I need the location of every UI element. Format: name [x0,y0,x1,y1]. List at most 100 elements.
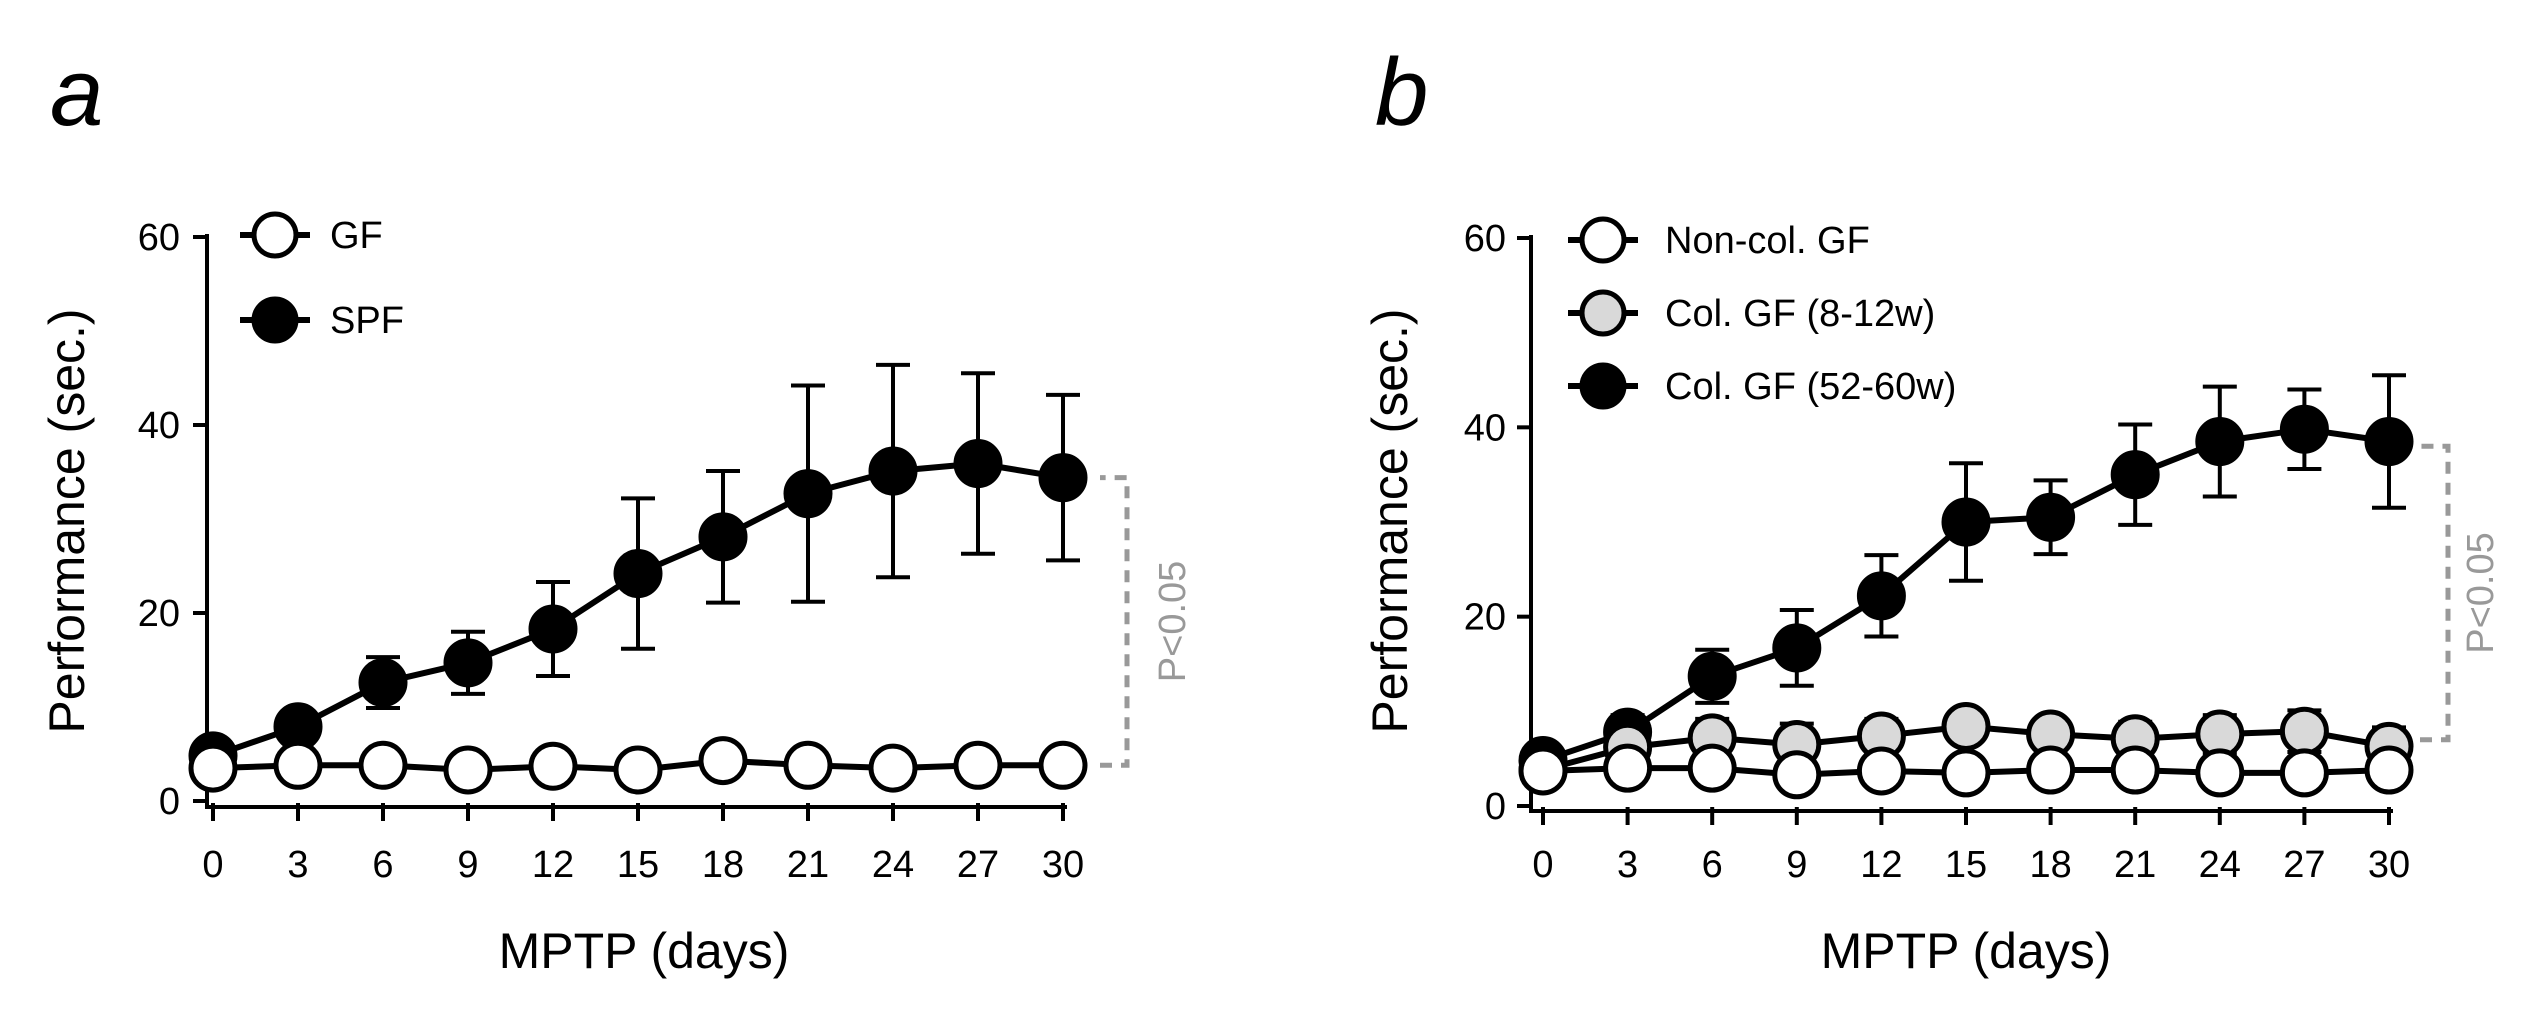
panel-letter-a: a [50,39,103,146]
x-tick-label: 18 [2029,844,2071,886]
data-point-filled [2195,417,2245,467]
data-point-filled [1687,651,1737,701]
x-tick-label: 18 [702,844,744,886]
panel-a-significance-bracket [1100,475,1130,768]
data-point-filled [698,512,748,562]
panel-b-axes [1529,235,2393,813]
x-tick-label: 0 [1532,844,1553,886]
data-point-filled [1772,623,1822,673]
x-tick-label: 15 [1945,844,1987,886]
legend-marker-gray [1579,289,1627,337]
data-point-open [1518,746,1568,796]
panel-b: b 0 20 40 60 0 3 6 9 12 15 18 21 24 27 30 MPTP (days)… [1362,39,2502,979]
panel-b-x-ticks: 0 3 6 9 12 15 18 21 24 27 30 [1532,807,2410,886]
panel-a-y-ticks: 0 20 40 60 [138,217,207,823]
data-point-open [1038,740,1088,790]
data-point-filled [2110,450,2160,500]
panel-b-y-ticks: 0 20 40 60 [1464,218,1531,828]
panel-a: a 0 20 40 60 0 3 6 9 12 15 18 21 24 27 30 MPTP (days)… [39,39,1194,979]
y-tick-label: 0 [1485,786,1506,828]
panel-b-x-axis-title: MPTP (days) [1821,923,2112,979]
data-point-filled [2364,417,2414,467]
data-point-filled [2026,492,2076,542]
panel-a-legend: GF SPF [240,211,404,344]
legend-item-col-gf-52-60w: Col. GF (52-60w) [1568,362,1956,410]
x-tick-label: 24 [2199,844,2241,886]
data-point-open [2026,745,2076,795]
x-tick-label: 0 [202,844,223,886]
x-tick-label: 9 [1786,844,1807,886]
data-point-filled [443,638,493,688]
panel-b-series [1518,373,2414,800]
legend-item-spf: SPF [240,296,404,344]
data-point-open [1941,748,1991,798]
data-point-filled [953,439,1003,489]
data-point-filled [528,604,578,654]
y-tick-label: 60 [1464,218,1506,260]
x-tick-label: 6 [1702,844,1723,886]
legend-label: GF [330,215,383,257]
data-point-open [953,740,1003,790]
legend-marker-filled [251,296,299,344]
panel-a-significance-label: P<0.05 [1152,561,1194,683]
data-point-gray [2279,706,2329,756]
data-point-open [1772,750,1822,800]
x-tick-label: 3 [287,844,308,886]
y-tick-label: 40 [1464,407,1506,449]
legend-label: Col. GF (52-60w) [1665,366,1956,408]
data-point-open [698,736,748,786]
data-point-filled [1856,571,1906,621]
legend-label: Non-col. GF [1665,220,1870,262]
legend-item-non-col-gf: Non-col. GF [1568,216,1870,264]
legend-marker-open [1579,216,1627,264]
data-point-open [1603,743,1653,793]
x-tick-label: 6 [372,844,393,886]
data-point-open [2279,748,2329,798]
legend-item-col-gf-8-12w: Col. GF (8-12w) [1568,289,1935,337]
legend-marker-filled [1579,362,1627,410]
data-point-open [528,741,578,791]
panel-a-y-axis-title: Performance (sec.) [39,308,95,733]
data-point-open [613,745,663,795]
x-tick-label: 12 [532,844,574,886]
x-tick-label: 3 [1617,844,1638,886]
data-point-gray [1941,701,1991,751]
data-point-open [2110,745,2160,795]
data-point-filled [868,446,918,496]
y-tick-label: 20 [1464,597,1506,639]
data-point-open [2364,745,2414,795]
x-tick-label: 27 [957,844,999,886]
legend-label: SPF [330,300,404,342]
x-tick-label: 27 [2283,844,2325,886]
data-point-open [2195,748,2245,798]
panel-a-significance: P<0.05 [1100,475,1194,768]
data-point-open [1856,746,1906,796]
panel-a-series [188,362,1088,795]
data-point-open [868,743,918,793]
panel-b-y-axis-title: Performance (sec.) [1362,308,1418,733]
data-point-open [443,745,493,795]
data-point-filled [2279,404,2329,454]
data-point-open [188,743,238,793]
panel-b-significance-bracket [2420,443,2451,743]
data-point-filled [783,469,833,519]
x-tick-label: 30 [2368,844,2410,886]
legend-marker-open [251,211,299,259]
y-tick-label: 0 [159,781,180,823]
x-tick-label: 15 [617,844,659,886]
panel-b-legend: Non-col. GF Col. GF (8-12w) Col. GF (52-… [1568,216,1956,410]
data-point-filled [1038,453,1088,503]
data-point-open [1687,743,1737,793]
y-tick-label: 40 [138,405,180,447]
data-point-filled [1941,497,1991,547]
panel-letter-b: b [1375,39,1428,146]
panel-a-x-ticks: 0 3 6 9 12 15 18 21 24 27 30 [202,803,1084,886]
legend-label: Col. GF (8-12w) [1665,293,1935,335]
y-tick-label: 60 [138,217,180,259]
x-tick-label: 21 [2114,844,2156,886]
panel-b-significance-label: P<0.05 [2460,532,2502,654]
x-tick-label: 24 [872,844,914,886]
x-tick-label: 30 [1042,844,1084,886]
x-tick-label: 12 [1860,844,1902,886]
